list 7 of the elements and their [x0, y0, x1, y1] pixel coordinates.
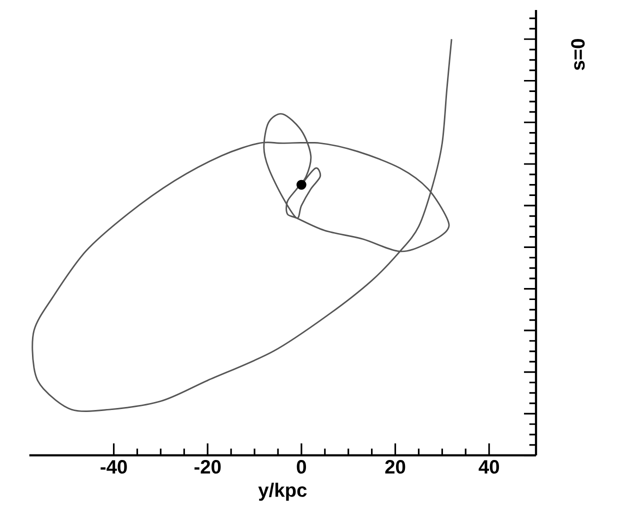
text: s=0: [571, 39, 585, 70]
x-tick-label: -40: [100, 460, 127, 474]
x-tick-label: 40: [478, 460, 499, 474]
x-tick-label: 20: [385, 460, 406, 474]
x-axis-title: y/kpc: [258, 482, 307, 501]
x-tick-label: 0: [296, 460, 306, 474]
x-tick-label: -20: [194, 460, 221, 474]
